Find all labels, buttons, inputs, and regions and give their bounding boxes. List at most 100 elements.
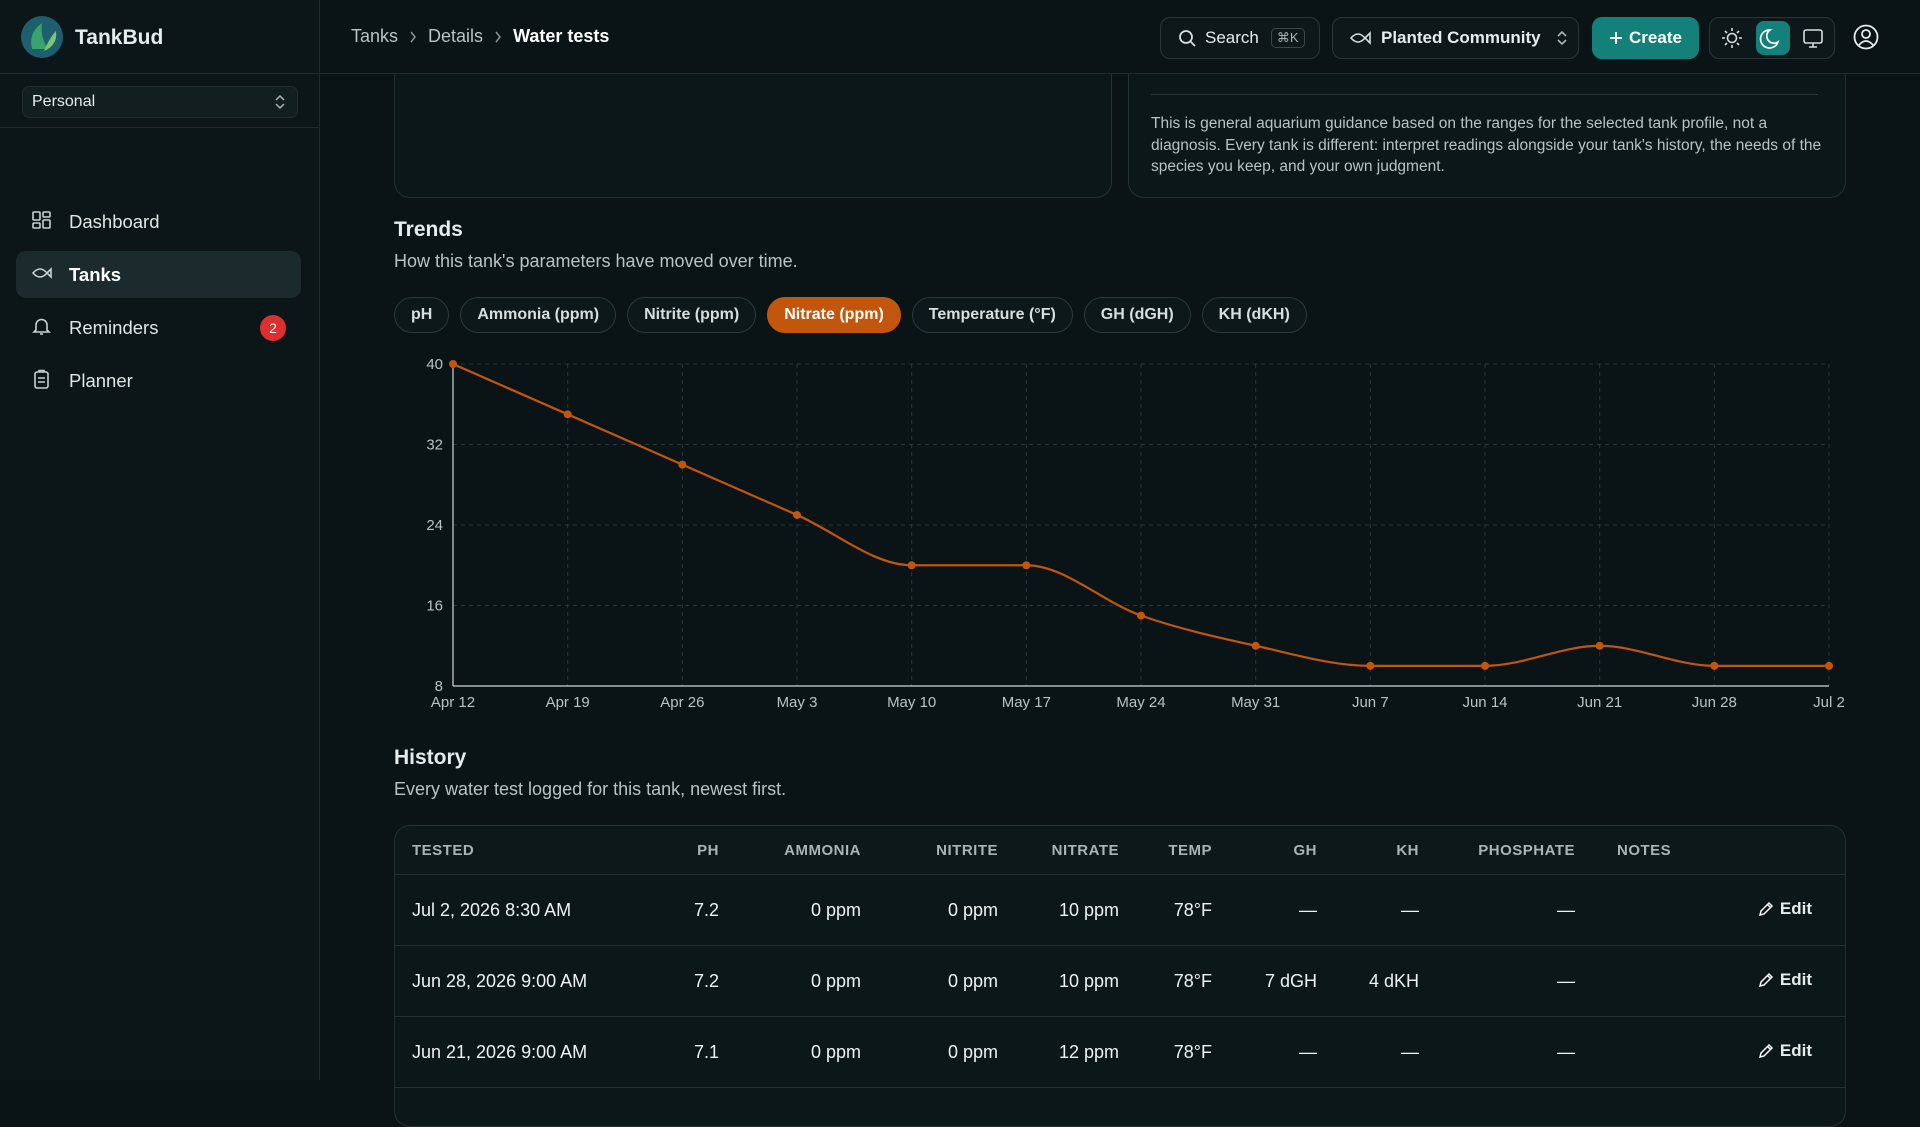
x-tick-label: Jun 7	[1352, 694, 1389, 711]
cell: —	[1557, 1042, 1575, 1062]
badge: 2	[260, 315, 286, 341]
section-subtitle: Every water test logged for this tank, n…	[394, 779, 787, 799]
cell: —	[1299, 900, 1317, 920]
column-header: TESTED	[412, 842, 475, 859]
cell: 78°F	[1173, 900, 1212, 920]
tab[interactable]: Nitrate (ppm)	[767, 297, 901, 333]
workspace-select[interactable]: Personal	[22, 86, 298, 118]
cell: 78°F	[1173, 1042, 1212, 1062]
column-header: NITRITE	[936, 842, 998, 859]
column-header: GH	[1293, 842, 1317, 859]
tab-list: pH Ammonia (ppm) Nitrite (ppm) Nitrate (ppm…	[394, 297, 1307, 333]
edit-label: Edit	[1779, 1041, 1812, 1060]
cell: 78°F	[1173, 971, 1212, 991]
column-header: PH	[697, 842, 719, 859]
crumb[interactable]: Tanks	[351, 26, 399, 46]
theme-icons	[1722, 21, 1823, 55]
logo	[21, 16, 63, 58]
chevrons	[275, 94, 285, 110]
nav-item[interactable]: Dashboard	[16, 198, 301, 245]
cell: 0 ppm	[947, 900, 998, 920]
x-tick-label: Jun 14	[1462, 694, 1507, 711]
cell: 10 ppm	[1058, 971, 1119, 991]
edit-button[interactable]: Edit	[1757, 899, 1812, 919]
crumb: Water tests	[513, 26, 610, 46]
x-tick-label: Jul 2	[1813, 694, 1845, 711]
crumb-separator	[410, 31, 416, 42]
x-tick-label: May 10	[887, 694, 936, 711]
cell: —	[1557, 900, 1575, 920]
nav-icon	[31, 267, 52, 279]
tab[interactable]: GH (dGH)	[1083, 297, 1191, 333]
system-button[interactable]	[1803, 29, 1823, 48]
divider	[0, 73, 319, 74]
breadcrumb: Tanks Details Water tests	[351, 26, 609, 47]
data-point	[1595, 641, 1604, 650]
x-tick-label: Jun 28	[1692, 694, 1737, 711]
tab[interactable]: Ammonia (ppm)	[460, 297, 617, 333]
tab[interactable]: Nitrite (ppm)	[627, 297, 757, 333]
create-button[interactable]: Create	[1592, 17, 1699, 59]
tab[interactable]: KH (dKH)	[1201, 297, 1307, 333]
cell: 7 dGH	[1264, 971, 1317, 991]
light-button[interactable]	[1722, 28, 1742, 48]
data-point	[1710, 661, 1719, 670]
moon-icon	[1759, 29, 1780, 49]
table-row	[395, 1017, 1845, 1088]
edit-label: Edit	[1779, 970, 1812, 989]
x-tick-label: May 24	[1116, 694, 1165, 711]
column-header: AMMONIA	[784, 842, 861, 859]
create-label: Create	[1629, 28, 1682, 47]
search-label: Search	[1205, 28, 1259, 47]
y-tick-label: 32	[426, 437, 443, 454]
user-button[interactable]	[1853, 24, 1879, 50]
column-header: NOTES	[1617, 842, 1672, 859]
data-point	[1251, 641, 1260, 650]
fish-icon	[1349, 31, 1371, 45]
table-row	[395, 875, 1845, 946]
tab[interactable]: Temperature (°F)	[911, 297, 1073, 333]
crumb-separator	[495, 31, 502, 42]
section-title: History	[394, 746, 467, 769]
nav-item[interactable]: Planner	[16, 357, 301, 404]
search-button[interactable]: Search ⌘K	[1160, 17, 1320, 59]
chart: Apr 12 Apr 19 Apr 26 May 3 May 10 May 17 May 2…	[426, 356, 1845, 711]
section-subtitle: How this tank's parameters have moved ov…	[394, 251, 798, 271]
cell: 0 ppm	[947, 971, 998, 991]
workspace-label: Personal	[32, 93, 96, 110]
x-tick-label: Apr 19	[546, 694, 590, 711]
edit-button[interactable]: Edit	[1757, 1041, 1812, 1061]
nav-item[interactable]: Reminders 2	[16, 304, 301, 351]
cell: 4 dKH	[1368, 971, 1419, 991]
cell: 7.2	[693, 971, 719, 991]
tank-selector[interactable]: Planted Community	[1332, 17, 1579, 59]
cell: 7.2	[693, 900, 719, 920]
table-row	[395, 946, 1845, 1017]
cell: 12 ppm	[1058, 1042, 1119, 1062]
data-point	[793, 510, 801, 519]
y-tick-label: 8	[435, 678, 443, 695]
y-tick-label: 16	[426, 598, 443, 615]
tab[interactable]: pH	[394, 297, 450, 333]
x-tick-label: May 3	[777, 694, 818, 711]
data-point	[1366, 661, 1375, 670]
x-tick-label: Apr 26	[660, 694, 704, 711]
pencil-icon	[1758, 901, 1773, 917]
nav-item[interactable]: Tanks	[16, 251, 301, 298]
section-title: Trends	[394, 218, 463, 241]
search-icon	[1179, 30, 1196, 47]
column-header: TEMP	[1168, 842, 1212, 859]
edit-label: Edit	[1779, 899, 1812, 918]
column-header: NITRATE	[1051, 842, 1119, 859]
nav-label: Planner	[69, 370, 133, 391]
y-tick-label: 40	[426, 356, 443, 373]
edit-button[interactable]: Edit	[1757, 970, 1812, 990]
crumb[interactable]: Details	[428, 26, 484, 46]
table-header-bg	[395, 826, 1845, 875]
pencil-icon	[1758, 972, 1773, 988]
cell: Jul 2, 2026 8:30 AM	[412, 900, 572, 920]
nav-label: Reminders	[69, 317, 159, 338]
nav-icon	[34, 369, 49, 389]
x-tick-label: May 31	[1231, 694, 1280, 711]
